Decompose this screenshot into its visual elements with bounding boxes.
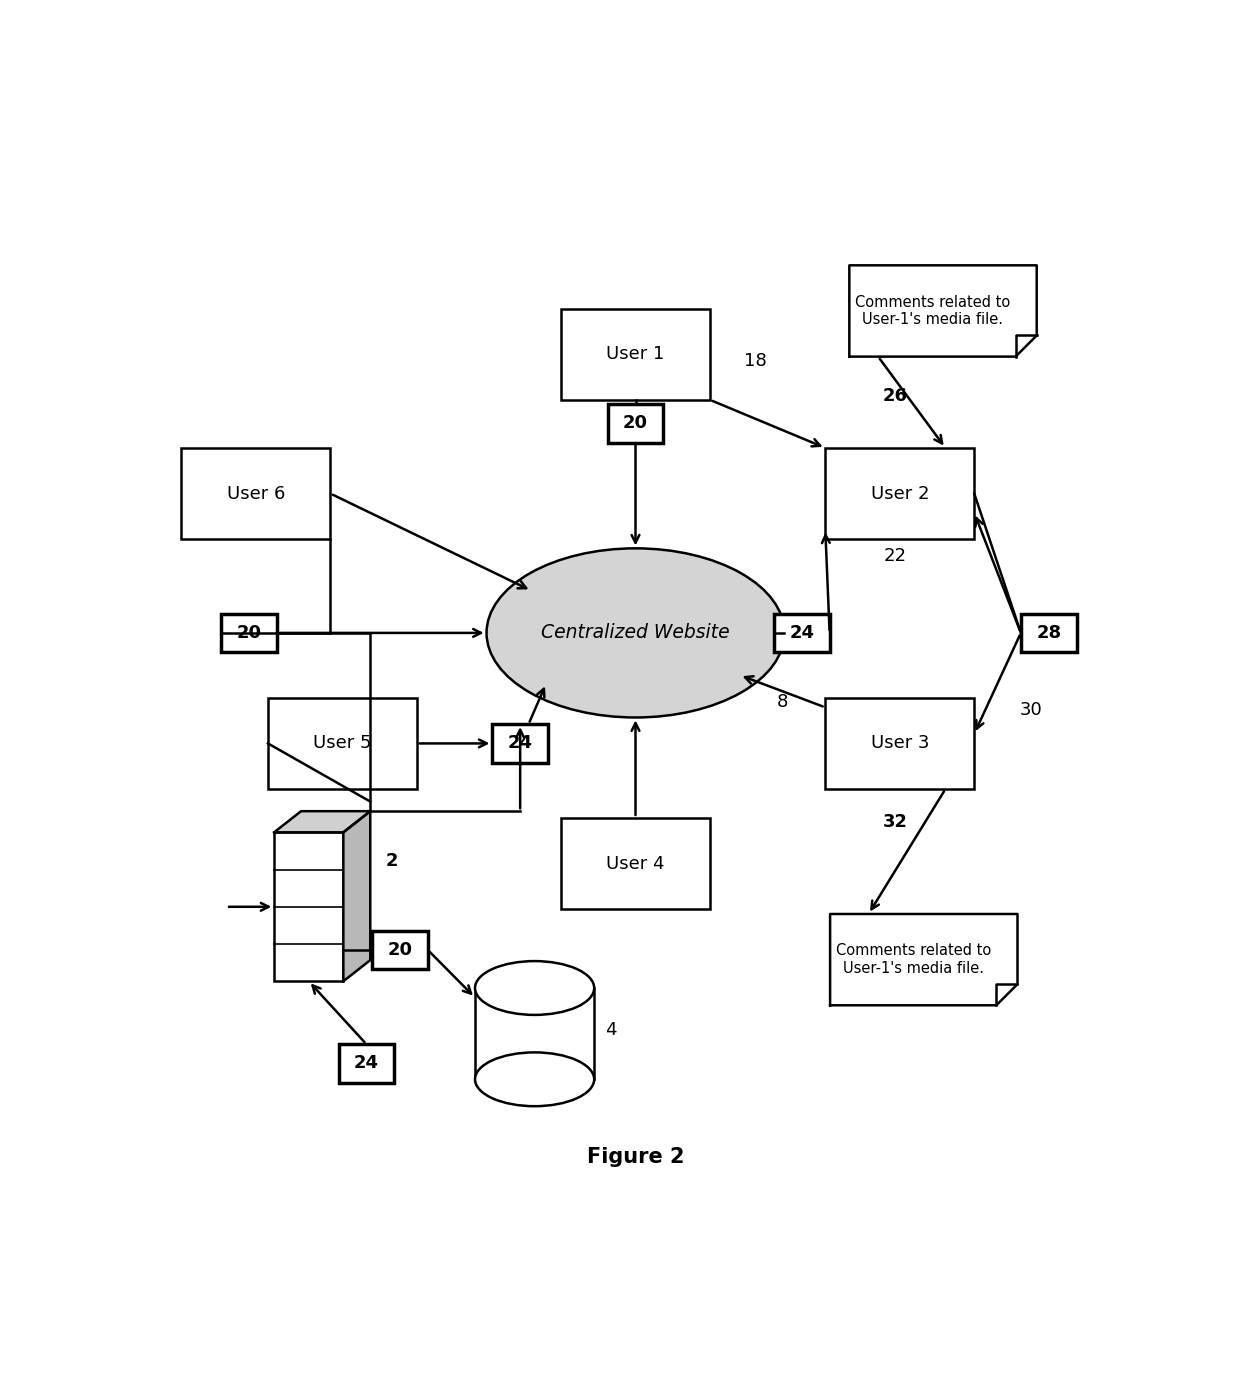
Bar <box>339 1044 394 1083</box>
Text: 8: 8 <box>776 692 789 711</box>
Text: 18: 18 <box>744 352 766 370</box>
Ellipse shape <box>475 1053 594 1106</box>
Text: 20: 20 <box>237 624 262 642</box>
Bar <box>181 448 330 539</box>
Bar <box>268 698 417 789</box>
Text: 28: 28 <box>1037 624 1061 642</box>
Polygon shape <box>343 811 371 981</box>
Text: User 6: User 6 <box>227 484 285 503</box>
Text: 4: 4 <box>605 1020 616 1039</box>
Text: 30: 30 <box>1019 701 1043 719</box>
Bar <box>560 818 711 909</box>
Text: 24: 24 <box>507 734 533 752</box>
Bar <box>492 725 548 762</box>
Text: 20: 20 <box>622 415 649 433</box>
Polygon shape <box>849 265 1037 356</box>
Text: 32: 32 <box>883 814 908 831</box>
Bar <box>826 448 975 539</box>
Text: User 4: User 4 <box>606 854 665 872</box>
Bar <box>774 614 830 652</box>
Text: 2: 2 <box>386 852 398 870</box>
Text: 22: 22 <box>883 547 906 565</box>
Text: Comments related to
User-1's media file.: Comments related to User-1's media file. <box>854 295 1011 327</box>
Text: User 1: User 1 <box>606 345 665 363</box>
Text: 20: 20 <box>388 941 413 959</box>
Text: User 5: User 5 <box>314 734 372 752</box>
Ellipse shape <box>486 549 785 718</box>
Text: Figure 2: Figure 2 <box>587 1146 684 1167</box>
Text: User 2: User 2 <box>870 484 929 503</box>
Bar <box>274 832 343 981</box>
Text: 24: 24 <box>789 624 815 642</box>
Text: 26: 26 <box>883 387 908 405</box>
Ellipse shape <box>475 960 594 1015</box>
Text: User 3: User 3 <box>870 734 929 752</box>
Bar <box>221 614 277 652</box>
Bar <box>372 931 428 969</box>
Polygon shape <box>830 914 1018 1005</box>
Bar <box>608 405 663 443</box>
Bar <box>826 698 975 789</box>
Bar <box>560 309 711 399</box>
Polygon shape <box>274 811 371 832</box>
Text: 24: 24 <box>353 1054 379 1072</box>
Text: Comments related to
User-1's media file.: Comments related to User-1's media file. <box>836 944 991 976</box>
Bar <box>1021 614 1076 652</box>
Bar <box>475 988 594 1079</box>
Text: Centralized Website: Centralized Website <box>541 624 730 642</box>
